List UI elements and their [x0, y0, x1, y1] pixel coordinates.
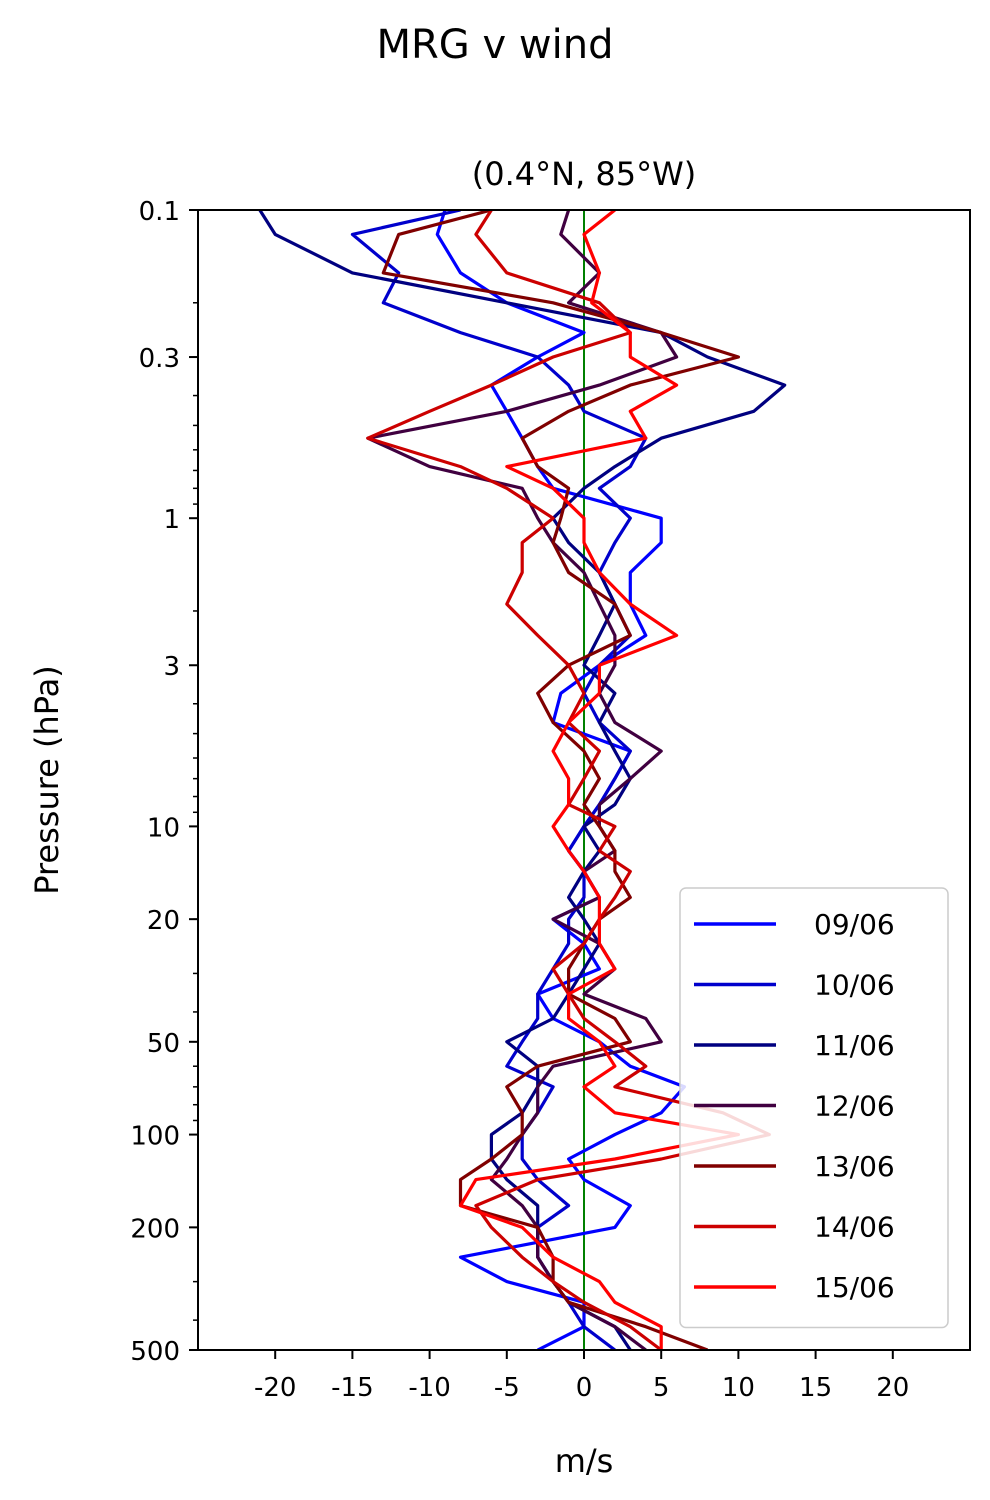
y-tick-label: 0.1: [139, 197, 180, 227]
y-tick-label: 1: [163, 505, 180, 535]
y-tick-label: 0.3: [139, 344, 180, 374]
series-line-14-06: [366, 210, 771, 1350]
legend-label: 12/06: [814, 1090, 895, 1123]
legend-label: 11/06: [814, 1029, 895, 1062]
y-axis: 0.1 0.3 1 3 10 20 50 100 200 500: [130, 197, 198, 1367]
x-tick-label: 0: [576, 1373, 593, 1403]
y-tick-label: 3: [163, 652, 180, 682]
x-axis: -20 -15 -10 -5 0 5 10 15 20: [254, 1350, 909, 1403]
legend-label: 13/06: [814, 1150, 895, 1183]
series-layer: [258, 210, 787, 1350]
x-tick-label: -15: [331, 1373, 373, 1403]
x-tick-label: -5: [494, 1373, 520, 1403]
y-tick-label: 20: [147, 906, 180, 936]
legend-label: 15/06: [814, 1271, 895, 1304]
series-line-11-06: [258, 210, 787, 1350]
x-tick-label: 20: [876, 1373, 909, 1403]
y-tick-label: 100: [130, 1122, 180, 1152]
legend: 09/06 10/06 11/06 12/06 13/06 14/06 15/06: [679, 887, 949, 1329]
y-tick-label: 500: [130, 1337, 180, 1367]
legend-label: 10/06: [814, 969, 895, 1002]
x-tick-label: -10: [408, 1373, 450, 1403]
legend-box: [679, 887, 949, 1329]
series-line-12-06: [366, 210, 679, 1350]
series-line-13-06: [381, 210, 741, 1350]
x-tick-label: 5: [653, 1373, 670, 1403]
y-axis-label: Pressure (hPa): [28, 665, 66, 895]
x-axis-label: m/s: [555, 1442, 614, 1480]
legend-label: 09/06: [814, 908, 895, 941]
chart-subtitle: (0.4°N, 85°W): [472, 155, 697, 193]
legend-label: 14/06: [814, 1211, 895, 1244]
x-tick-label: 10: [722, 1373, 755, 1403]
figure-title: MRG v wind: [376, 22, 614, 68]
x-tick-label: 15: [799, 1373, 832, 1403]
series-line-15-06: [458, 210, 741, 1350]
x-tick-label: -20: [254, 1373, 296, 1403]
y-tick-label: 10: [147, 813, 180, 843]
y-tick-label: 50: [147, 1029, 180, 1059]
y-tick-label: 200: [130, 1214, 180, 1244]
